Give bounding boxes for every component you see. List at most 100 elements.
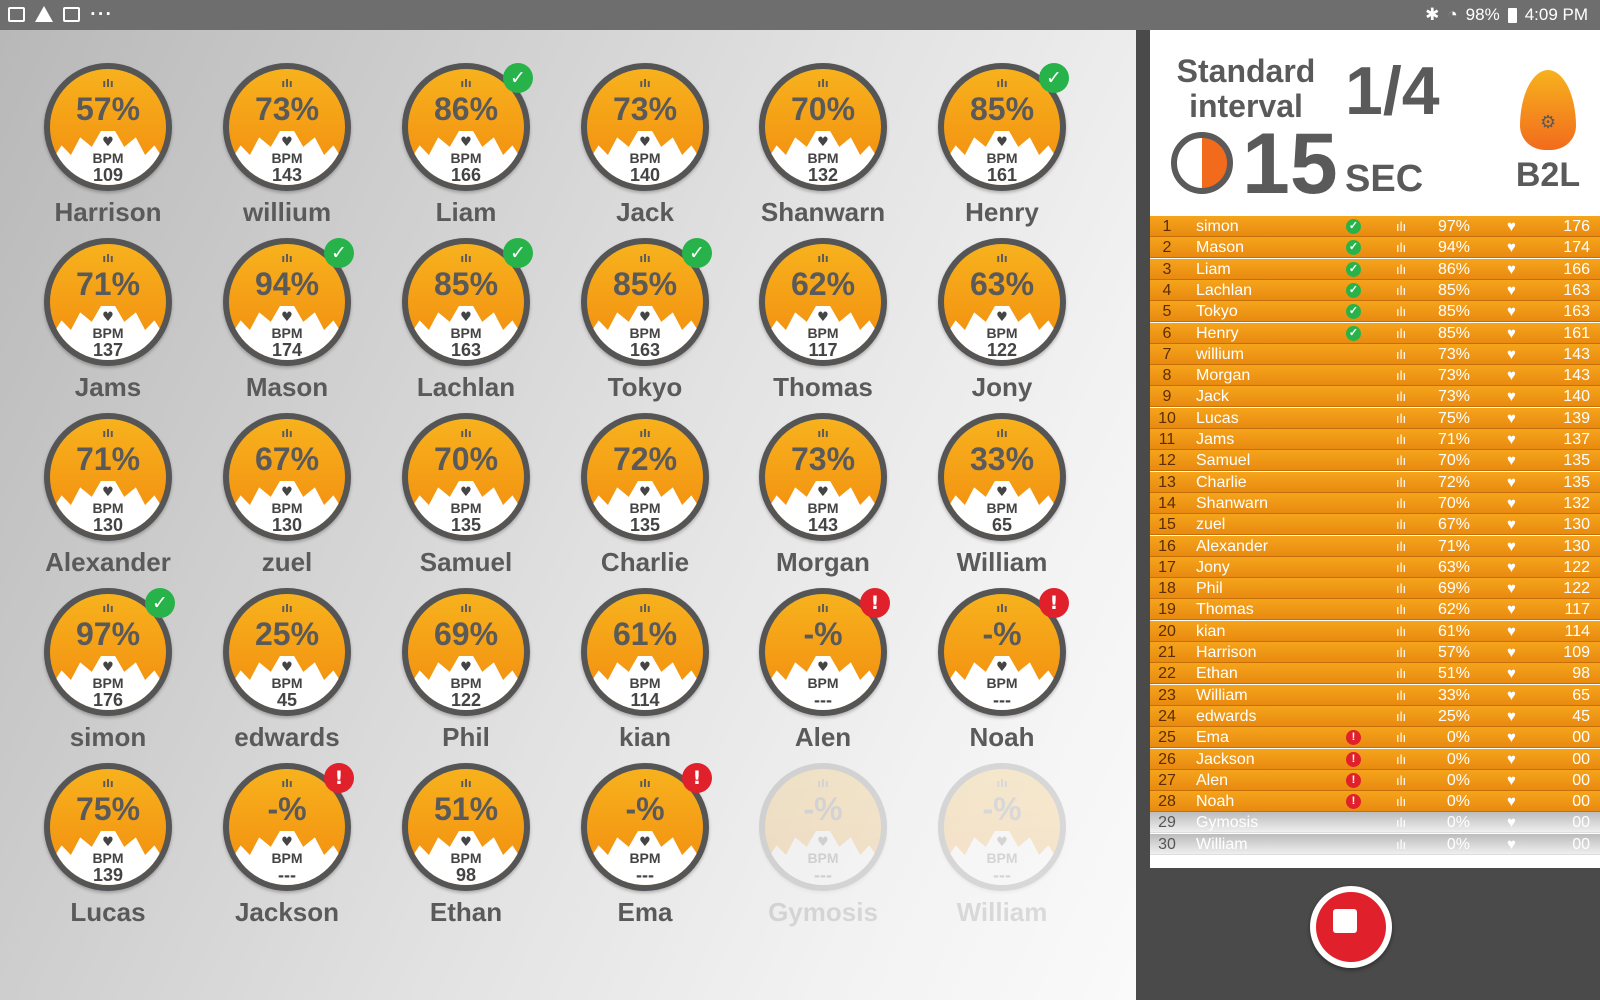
- effort-percent: 73%: [612, 91, 678, 127]
- leaderboard-row[interactable]: 13 Charlie ılı 72% ♥ 135: [1150, 471, 1600, 493]
- bar-chart-icon: ılı: [1396, 410, 1407, 426]
- player-card[interactable]: ılı 73% ♥ BPM 143 willium: [178, 45, 360, 227]
- player-card[interactable]: ılı 25% ♥ BPM 45 edwards: [178, 570, 360, 752]
- leaderboard-row[interactable]: 3 Liam ✓ ılı 86% ♥ 166: [1150, 258, 1600, 280]
- leaderboard-row[interactable]: 12 Samuel ılı 70% ♥ 135: [1150, 450, 1600, 472]
- player-card[interactable]: ılı 73% ♥ BPM 143 Morgan: [714, 395, 896, 577]
- player-card[interactable]: ılı 33% ♥ BPM 65 William: [893, 395, 1075, 577]
- rank: 14: [1158, 494, 1176, 512]
- leaderboard-row[interactable]: 18 Phil ılı 69% ♥ 122: [1150, 578, 1600, 600]
- leaderboard-row[interactable]: 27 Alen! ılı 0% ♥ 00: [1150, 769, 1600, 791]
- player-card[interactable]: ılı 73% ♥ BPM 140 Jack: [536, 45, 718, 227]
- heart-icon: ♥: [1507, 473, 1516, 491]
- row-name: Thomas: [1196, 601, 1254, 619]
- player-card[interactable]: ılı 72% ♥ BPM 135 Charlie: [536, 395, 718, 577]
- leaderboard[interactable]: 1 simon ✓ ılı 97% ♥ 176 2 Mason ✓ ılı 94% ♥ 174 3 Liam ✓…: [1150, 216, 1600, 868]
- player-card[interactable]: ılı 62% ♥ BPM 117 Thomas: [714, 220, 896, 402]
- row-name: Lucas: [1196, 409, 1239, 427]
- more-dots-icon[interactable]: ···: [90, 5, 114, 23]
- bpm-label: BPM: [807, 500, 839, 516]
- leaderboard-row[interactable]: 5 Tokyo ✓ ılı 85% ♥ 163: [1150, 301, 1600, 323]
- leaderboard-row[interactable]: 8 Morgan ılı 73% ♥ 143: [1150, 365, 1600, 387]
- row-percent: 51%: [1437, 665, 1470, 683]
- player-card[interactable]: ılı 75% ♥ BPM 139 Lucas: [0, 745, 181, 927]
- leaderboard-row[interactable]: 14 Shanwarn ılı 70% ♥ 132: [1150, 492, 1600, 514]
- check-icon: ✓: [1346, 304, 1361, 320]
- leaderboard-row[interactable]: 4 Lachlan ✓ ılı 85% ♥ 163: [1150, 279, 1600, 301]
- row-percent: 73%: [1437, 367, 1470, 385]
- player-card[interactable]: ılı -% ♥ BPM ---! Alen: [714, 570, 896, 752]
- leaderboard-row[interactable]: 10 Lucas ılı 75% ♥ 139: [1150, 407, 1600, 429]
- leaderboard-row[interactable]: 2 Mason ✓ ılı 94% ♥ 174: [1150, 237, 1600, 259]
- player-card[interactable]: ılı 63% ♥ BPM 122 Jony: [893, 220, 1075, 402]
- leaderboard-row[interactable]: 24 edwards ılı 25% ♥ 45: [1150, 705, 1600, 727]
- check-icon: ✓: [1039, 63, 1069, 93]
- stop-button[interactable]: [1310, 886, 1392, 968]
- effort-percent: -%: [982, 616, 1022, 652]
- player-card[interactable]: ılı 94% ♥ BPM 174 ✓ Mason: [178, 220, 360, 402]
- leaderboard-row[interactable]: 29 Gymosis ılı 0% ♥ 00: [1150, 812, 1600, 834]
- player-card[interactable]: ılı 85% ♥ BPM 163 ✓ Tokyo: [536, 220, 718, 402]
- player-card[interactable]: ılı 70% ♥ BPM 132 Shanwarn: [714, 45, 896, 227]
- player-card[interactable]: ılı 97% ♥ BPM 176 ✓ simon: [0, 570, 181, 752]
- player-name: Lucas: [70, 897, 146, 927]
- player-card[interactable]: ılı 85% ♥ BPM 163 ✓ Lachlan: [357, 220, 539, 402]
- player-card[interactable]: ılı -% ♥ BPM --- Gymosis: [714, 745, 896, 927]
- row-bpm: 122: [1563, 580, 1590, 598]
- row-percent: 62%: [1437, 601, 1470, 619]
- leaderboard-row[interactable]: 19 Thomas ılı 62% ♥ 117: [1150, 599, 1600, 621]
- bpm-value: 137: [92, 340, 124, 360]
- row-name: Morgan: [1196, 367, 1251, 385]
- row-name: kian: [1196, 622, 1226, 640]
- leaderboard-row[interactable]: 22 Ethan ılı 51% ♥ 98: [1150, 663, 1600, 685]
- leaderboard-row[interactable]: 15 zuel ılı 67% ♥ 130: [1150, 514, 1600, 536]
- interval-label: Standard interval: [1168, 54, 1324, 124]
- leaderboard-row[interactable]: 26 Jackson! ılı 0% ♥ 00: [1150, 748, 1600, 770]
- player-card[interactable]: ılı 85% ♥ BPM 161 ✓ Henry: [893, 45, 1075, 227]
- player-card[interactable]: ılı 71% ♥ BPM 130 Alexander: [0, 395, 181, 577]
- player-card[interactable]: ılı -% ♥ BPM ---! Jackson: [178, 745, 360, 927]
- player-card[interactable]: ılı -% ♥ BPM ---! Noah: [893, 570, 1075, 752]
- player-card[interactable]: ılı 67% ♥ BPM 130 zuel: [178, 395, 360, 577]
- bar-chart-icon: ılı: [1396, 304, 1407, 320]
- bar-chart-icon: ılı: [996, 427, 1008, 440]
- bpm-label: BPM: [271, 325, 303, 341]
- bar-chart-icon: ılı: [1396, 815, 1407, 831]
- gauge-face: ılı 33% ♥ BPM 65: [944, 419, 1060, 535]
- player-card[interactable]: ılı -% ♥ BPM --- William: [893, 745, 1075, 927]
- leaderboard-row[interactable]: 17 Jony ılı 63% ♥ 122: [1150, 556, 1600, 578]
- heart-icon: ♥: [1507, 580, 1516, 598]
- heart-rate-gauge: ılı 71% ♥ BPM 137: [44, 238, 172, 366]
- heart-icon: ♥: [281, 485, 293, 500]
- player-card[interactable]: ılı -% ♥ BPM ---! Ema: [536, 745, 718, 927]
- heart-icon: ♥: [996, 660, 1008, 675]
- leaderboard-row[interactable]: 9 Jack ılı 73% ♥ 140: [1150, 386, 1600, 408]
- effort-percent: 72%: [612, 441, 678, 477]
- leaderboard-row[interactable]: 1 simon ✓ ılı 97% ♥ 176: [1150, 216, 1600, 237]
- leaderboard-row[interactable]: 25 Ema! ılı 0% ♥ 00: [1150, 727, 1600, 749]
- player-card[interactable]: ılı 57% ♥ BPM 109 Harrison: [0, 45, 181, 227]
- player-card[interactable]: ılı 70% ♥ BPM 135 Samuel: [357, 395, 539, 577]
- bpm-label: BPM: [271, 675, 303, 691]
- leaderboard-row[interactable]: 23 William ılı 33% ♥ 65: [1150, 684, 1600, 706]
- leaderboard-row[interactable]: 28 Noah! ılı 0% ♥ 00: [1150, 791, 1600, 813]
- leaderboard-row[interactable]: 11 Jams ılı 71% ♥ 137: [1150, 429, 1600, 450]
- bpm-label: BPM: [271, 850, 303, 866]
- player-card[interactable]: ılı 86% ♥ BPM 166 ✓ Liam: [357, 45, 539, 227]
- leaderboard-row[interactable]: 16 Alexander ılı 71% ♥ 130: [1150, 535, 1600, 557]
- leaderboard-row[interactable]: 6 Henry ✓ ılı 85% ♥ 161: [1150, 322, 1600, 344]
- row-bpm: 174: [1563, 239, 1590, 257]
- player-card[interactable]: ılı 71% ♥ BPM 137 Jams: [0, 220, 181, 402]
- effort-percent: 75%: [75, 791, 141, 827]
- player-card[interactable]: ılı 61% ♥ BPM 114 kian: [536, 570, 718, 752]
- leaderboard-row[interactable]: 7 willium ılı 73% ♥ 143: [1150, 343, 1600, 365]
- bpm-label: BPM: [629, 675, 661, 691]
- heart-icon: ♥: [1507, 324, 1516, 342]
- player-card[interactable]: ılı 69% ♥ BPM 122 Phil: [357, 570, 539, 752]
- player-card[interactable]: ılı 51% ♥ BPM 98 Ethan: [357, 745, 539, 927]
- bar-chart-icon: ılı: [1396, 261, 1407, 277]
- leaderboard-row[interactable]: 20 kian ılı 61% ♥ 114: [1150, 620, 1600, 642]
- leaderboard-row[interactable]: 21 Harrison ılı 57% ♥ 109: [1150, 642, 1600, 663]
- bar-chart-icon: ılı: [817, 427, 829, 440]
- leaderboard-row[interactable]: 30 William ılı 0% ♥ 00: [1150, 833, 1600, 855]
